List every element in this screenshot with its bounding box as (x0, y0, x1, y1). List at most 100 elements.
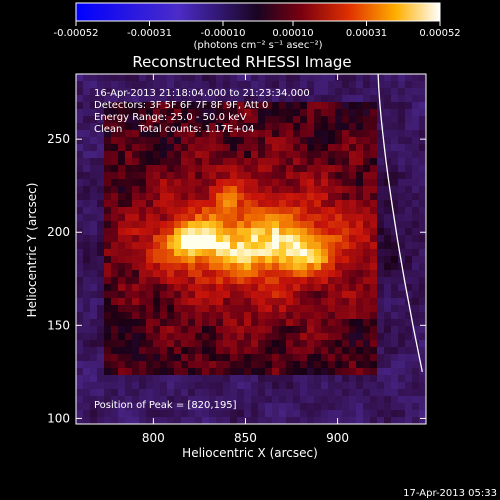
heatmap-cell (391, 382, 399, 390)
heatmap-cell (223, 305, 231, 313)
heatmap-cell (370, 207, 378, 215)
heatmap-cell (342, 207, 350, 215)
heatmap-cell (272, 102, 280, 110)
colorbar-tick-label: 0.00010 (272, 28, 313, 39)
heatmap-cell (335, 410, 343, 418)
heatmap-cell (349, 326, 357, 334)
heatmap-cell (314, 382, 322, 390)
heatmap-cell (209, 200, 217, 208)
heatmap-cell (272, 389, 280, 397)
heatmap-cell (188, 403, 196, 411)
heatmap-cell (181, 326, 189, 334)
heatmap-cell (230, 130, 238, 138)
heatmap-cell (384, 74, 392, 82)
heatmap-cell (328, 319, 336, 327)
heatmap-cell (174, 130, 182, 138)
heatmap-cell (328, 249, 336, 257)
heatmap-cell (76, 277, 84, 285)
heatmap-cell (83, 130, 91, 138)
heatmap-cell (188, 186, 196, 194)
heatmap-cell (167, 102, 175, 110)
heatmap-cell (223, 319, 231, 327)
heatmap-cell (286, 109, 294, 117)
heatmap-cell (391, 165, 399, 173)
heatmap-cell (174, 312, 182, 320)
heatmap-cell (265, 291, 273, 299)
heatmap-cell (265, 298, 273, 306)
y-axis-label: Heliocentric Y (arcsec) (25, 183, 39, 318)
heatmap-cell (356, 333, 364, 341)
heatmap-cell (384, 284, 392, 292)
heatmap-cell (321, 249, 329, 257)
heatmap-cell (363, 277, 371, 285)
heatmap-cell (300, 116, 308, 124)
heatmap-cell (132, 172, 140, 180)
heatmap-cell (146, 347, 154, 355)
heatmap-cell (188, 305, 196, 313)
x-tick-label: 900 (326, 431, 349, 445)
heatmap-cell (293, 221, 301, 229)
heatmap-cell (174, 347, 182, 355)
heatmap-cell (356, 249, 364, 257)
heatmap-cell (314, 186, 322, 194)
heatmap-cell (356, 368, 364, 376)
heatmap-cell (181, 249, 189, 257)
heatmap-cell (195, 88, 203, 96)
heatmap-cell (335, 172, 343, 180)
heatmap-cell (300, 270, 308, 278)
heatmap-cell (293, 116, 301, 124)
heatmap-cell (237, 319, 245, 327)
heatmap-cell (335, 382, 343, 390)
heatmap-cell (237, 235, 245, 243)
colorbar-unit-label: (photons cm⁻² s⁻¹ asec⁻²) (193, 40, 322, 51)
heatmap-cell (286, 88, 294, 96)
heatmap-cell (265, 382, 273, 390)
heatmap-cell (118, 333, 126, 341)
heatmap-cell (139, 277, 147, 285)
heatmap-cell (251, 249, 259, 257)
heatmap-cell (377, 193, 385, 201)
heatmap-cell (104, 396, 112, 404)
heatmap-cell (90, 235, 98, 243)
heatmap-cell (97, 123, 105, 131)
heatmap-cell (419, 347, 426, 355)
heatmap-cell (328, 347, 336, 355)
heatmap-cell (286, 410, 294, 418)
heatmap-cell (230, 109, 238, 117)
heatmap-cell (209, 95, 217, 103)
heatmap-cell (419, 186, 426, 194)
heatmap-cell (349, 151, 357, 159)
heatmap-cell (90, 200, 98, 208)
heatmap-cell (76, 123, 84, 131)
heatmap-cell (363, 403, 371, 411)
heatmap-cell (293, 403, 301, 411)
heatmap-cell (307, 298, 315, 306)
heatmap-cell (209, 179, 217, 187)
heatmap-cell (230, 417, 238, 424)
heatmap-cell (251, 130, 259, 138)
heatmap-cell (342, 235, 350, 243)
heatmap-cell (293, 312, 301, 320)
heatmap-cell (230, 375, 238, 383)
heatmap-cell (125, 291, 133, 299)
heatmap-cell (384, 158, 392, 166)
heatmap-cell (104, 277, 112, 285)
heatmap-cell (419, 95, 426, 103)
heatmap-cell (97, 270, 105, 278)
heatmap-cell (419, 361, 426, 369)
heatmap-cell (412, 88, 420, 96)
heatmap-cell (405, 200, 413, 208)
heatmap-cell (209, 137, 217, 145)
heatmap-cell (272, 214, 280, 222)
heatmap-cell (370, 165, 378, 173)
heatmap-cell (321, 382, 329, 390)
heatmap-cell (209, 123, 217, 131)
heatmap-cell (342, 305, 350, 313)
heatmap-cell (167, 235, 175, 243)
heatmap-cell (370, 137, 378, 145)
heatmap-cell (181, 354, 189, 362)
heatmap-cell (139, 186, 147, 194)
heatmap-cell (349, 270, 357, 278)
heatmap-cell (132, 333, 140, 341)
heatmap-cell (153, 312, 161, 320)
